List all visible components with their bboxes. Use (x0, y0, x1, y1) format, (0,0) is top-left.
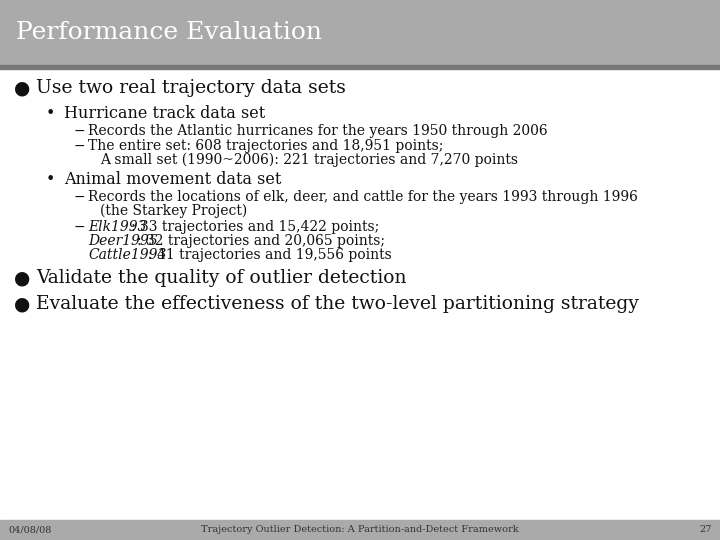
Text: Validate the quality of outlier detection: Validate the quality of outlier detectio… (36, 269, 407, 287)
Text: Use two real trajectory data sets: Use two real trajectory data sets (36, 79, 346, 97)
Text: Evaluate the effectiveness of the two-level partitioning strategy: Evaluate the effectiveness of the two-le… (36, 295, 639, 313)
Text: Cattle1993: Cattle1993 (88, 248, 166, 262)
Text: •: • (46, 105, 55, 122)
Text: The entire set: 608 trajectories and 18,951 points;: The entire set: 608 trajectories and 18,… (88, 139, 444, 153)
Text: ●: ● (14, 295, 30, 313)
Text: Deer1995: Deer1995 (88, 234, 158, 248)
Text: Records the locations of elk, deer, and cattle for the years 1993 through 1996: Records the locations of elk, deer, and … (88, 190, 638, 204)
Text: Performance Evaluation: Performance Evaluation (16, 21, 322, 44)
Text: 04/08/08: 04/08/08 (8, 525, 51, 535)
Text: ●: ● (14, 79, 30, 97)
Text: Elk1993: Elk1993 (88, 220, 146, 234)
Text: Trajectory Outlier Detection: A Partition-and-Detect Framework: Trajectory Outlier Detection: A Partitio… (201, 525, 519, 535)
Text: (the Starkey Project): (the Starkey Project) (100, 204, 247, 218)
Text: −: − (74, 220, 86, 234)
Text: : 41 trajectories and 19,556 points: : 41 trajectories and 19,556 points (148, 248, 392, 262)
Text: −: − (74, 139, 86, 153)
Text: •: • (46, 171, 55, 188)
Text: ●: ● (14, 269, 30, 287)
Text: −: − (74, 124, 86, 138)
Bar (0, 520, 720, 540)
Text: A small set (1990~2006): 221 trajectories and 7,270 points: A small set (1990~2006): 221 trajectorie… (100, 153, 518, 167)
Text: 27: 27 (700, 525, 712, 535)
Text: : 33 trajectories and 15,422 points;: : 33 trajectories and 15,422 points; (131, 220, 379, 234)
Bar (0, 65, 720, 69)
Bar (0, 0, 720, 65)
Text: Hurricane track data set: Hurricane track data set (64, 105, 265, 122)
Text: Records the Atlantic hurricanes for the years 1950 through 2006: Records the Atlantic hurricanes for the … (88, 124, 548, 138)
Text: Animal movement data set: Animal movement data set (64, 171, 282, 188)
Text: −: − (74, 190, 86, 204)
Text: : 32 trajectories and 20,065 points;: : 32 trajectories and 20,065 points; (137, 234, 385, 248)
